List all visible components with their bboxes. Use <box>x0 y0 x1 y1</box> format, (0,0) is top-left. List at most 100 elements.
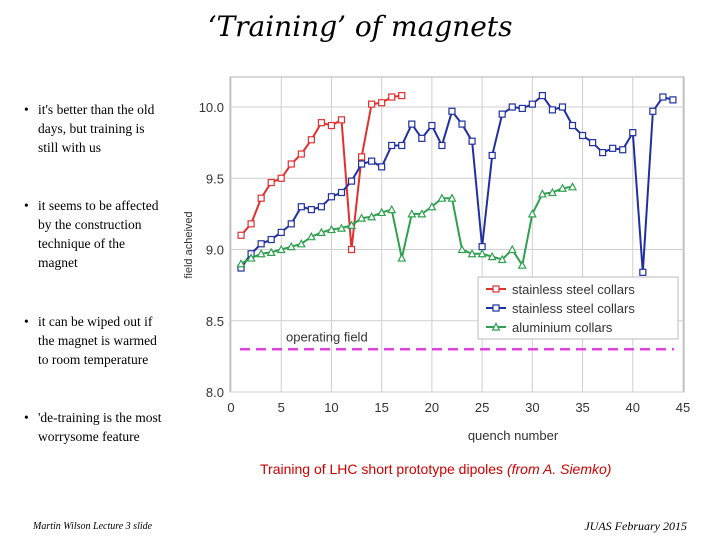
series-1-point <box>378 99 386 107</box>
series-3-point <box>427 201 437 211</box>
legend-marker <box>492 285 500 293</box>
legend-label: stainless steel collars <box>512 301 635 316</box>
series-1-point <box>287 160 295 168</box>
series-3-point <box>527 209 537 218</box>
series-1-point <box>277 174 285 182</box>
x-tick-label: 40 <box>626 400 640 415</box>
series-2-point <box>307 206 315 214</box>
series-2-point <box>599 148 607 157</box>
series-3-point <box>507 244 517 254</box>
x-axis-label: quench number <box>468 428 559 443</box>
series-3-point <box>467 249 477 258</box>
series-3-point <box>276 244 286 254</box>
operating-field-label: operating field <box>286 329 368 344</box>
series-1-point <box>398 92 406 100</box>
series-2 <box>237 92 677 276</box>
footer-date: JUAS February 2015 <box>584 519 687 533</box>
y-axis-label: field acheived <box>183 211 195 278</box>
caption-credit: (from A. Siemko) <box>506 461 612 477</box>
series-3-point <box>517 260 527 269</box>
series-2-point <box>378 163 386 171</box>
series-group <box>236 92 677 276</box>
series-2-point <box>649 107 657 115</box>
y-tick-label: 8.5 <box>206 314 224 329</box>
series-2-point <box>388 141 396 150</box>
series-3-point <box>487 251 497 261</box>
series-2-point <box>528 100 536 108</box>
series-2-point <box>317 203 325 211</box>
series-3-point <box>286 241 296 251</box>
series-3-point <box>347 220 357 229</box>
series-2-point <box>669 96 677 104</box>
series-3-point <box>367 211 377 221</box>
ticks-group: 0 5 10 15 20 25 30 35 40 45 8.0 8.5 9.0 9.5 10.0 <box>199 100 691 415</box>
series-2-point <box>568 121 577 130</box>
series-3-point <box>377 207 387 217</box>
series-2-point <box>267 235 275 244</box>
series-3-point <box>557 183 567 192</box>
series-2-point <box>518 104 526 113</box>
x-tick-label: 0 <box>227 400 234 415</box>
series-3-point <box>236 258 246 268</box>
legend-box <box>477 276 679 340</box>
series-3-point <box>437 193 447 202</box>
series-1-point <box>257 194 265 202</box>
series-1-point <box>307 136 315 144</box>
series-1-point <box>237 231 245 239</box>
series-3-point <box>397 253 407 262</box>
chart-caption: Training of LHC short prototype dipoles … <box>260 461 611 477</box>
series-3-point <box>336 223 346 232</box>
series-2-point <box>558 103 567 111</box>
training-chart: operating field 0 5 10 15 20 25 30 35 40 45 8.0 8.5… <box>178 70 690 450</box>
series-2-point <box>508 103 516 111</box>
series-3-point <box>407 209 417 218</box>
series-2-point <box>458 120 466 128</box>
x-tick-label: 10 <box>324 400 338 415</box>
x-tick-label: 20 <box>425 400 439 415</box>
series-1-point <box>337 116 346 124</box>
x-tick-label: 25 <box>475 400 489 415</box>
series-3-point <box>246 253 256 262</box>
series-3-point <box>497 254 507 264</box>
series-2-point <box>257 240 265 248</box>
series-2-point <box>327 193 336 201</box>
series-2-point <box>347 177 356 185</box>
series-3-point <box>417 209 427 218</box>
series-2-point <box>609 144 617 152</box>
series-2-point <box>368 157 376 165</box>
series-2-point <box>297 203 305 211</box>
series-2-point <box>428 121 436 130</box>
series-2-point <box>448 107 456 115</box>
series-2-point <box>418 134 426 142</box>
series-2-point <box>578 131 587 140</box>
x-tick-label: 5 <box>278 400 285 415</box>
series-1-point <box>357 153 366 161</box>
legend: stainless steel collars stainless steel c… <box>477 276 679 340</box>
series-1-point <box>368 100 376 108</box>
series-2-point <box>398 141 406 150</box>
series-3-point <box>447 193 457 202</box>
legend-label: stainless steel collars <box>512 282 635 297</box>
series-2-point <box>408 120 416 128</box>
bullet-item: 'de-training is the most worrysome featu… <box>24 408 166 446</box>
series-2-point <box>538 92 546 100</box>
series-3-point <box>266 247 276 256</box>
chart-svg: operating field 0 5 10 15 20 25 30 35 40 45 8.0 8.5… <box>183 76 691 443</box>
series-2-point <box>277 228 285 236</box>
series-2-point <box>629 129 637 137</box>
series-2-point <box>337 188 346 197</box>
bullet-item: it can be wiped out if the magnet is war… <box>24 312 166 369</box>
series-2-point <box>659 93 667 101</box>
y-tick-label: 10.0 <box>199 100 224 115</box>
series-3-point <box>537 189 547 198</box>
y-tick-label: 8.0 <box>206 385 224 400</box>
bullet-item: it seems to be affected by the construct… <box>24 196 166 272</box>
y-tick-label: 9.0 <box>206 243 224 258</box>
legend-marker <box>492 304 500 312</box>
x-tick-label: 15 <box>374 400 388 415</box>
legend-marker <box>491 322 501 331</box>
slide-title: ‘Training’ of magnets <box>207 10 513 43</box>
series-2-point <box>488 151 496 160</box>
series-2-point <box>438 141 446 150</box>
series-2-point <box>468 137 476 145</box>
